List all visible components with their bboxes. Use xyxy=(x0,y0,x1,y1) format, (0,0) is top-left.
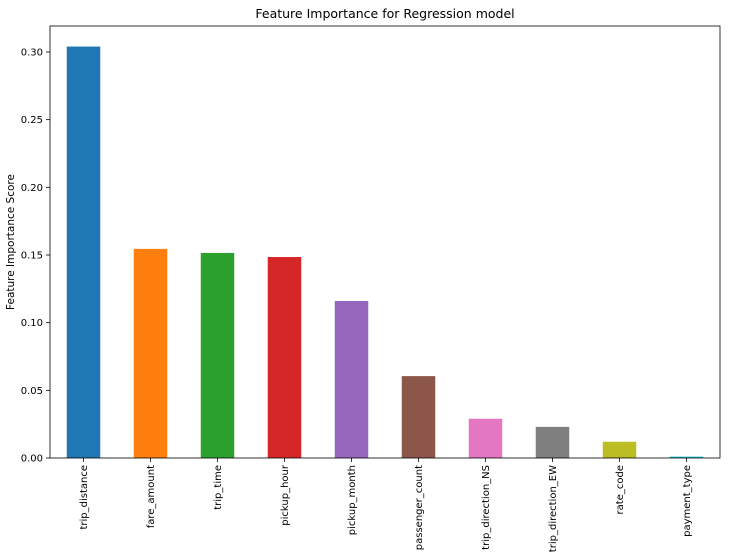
bar-fare-amount xyxy=(133,248,168,458)
x-tick-label: rate_code xyxy=(615,465,626,514)
x-tick-label: trip_distance xyxy=(79,465,90,530)
y-tick-label: 0.30 xyxy=(21,47,43,58)
plot-frame xyxy=(49,25,721,459)
chart-title: Feature Importance for Regression model xyxy=(255,6,514,21)
bar-trip-direction-EW xyxy=(535,426,570,458)
bar-payment-type xyxy=(669,456,704,458)
x-tick-label: passenger_count xyxy=(414,465,425,550)
y-tick-label: 0.00 xyxy=(21,454,43,465)
y-axis-label: Feature Importance Score xyxy=(5,174,17,310)
bar-pickup-month xyxy=(334,301,369,458)
bar-passenger-count xyxy=(401,376,436,458)
x-tick-label: trip_time xyxy=(213,465,224,510)
y-tick-label: 0.10 xyxy=(21,318,43,329)
bar-trip-distance xyxy=(66,46,101,458)
bar-pickup-hour xyxy=(267,257,302,458)
y-tick-label: 0.15 xyxy=(21,250,43,261)
x-tick-label: fare_amount xyxy=(146,465,157,528)
x-tick-label: payment_type xyxy=(682,465,693,537)
bar-trip-direction-NS xyxy=(468,418,503,458)
y-tick-label: 0.20 xyxy=(21,183,43,194)
x-tick-label: pickup_month xyxy=(347,465,358,535)
x-tick-label: pickup_hour xyxy=(280,464,291,526)
x-tick-label: trip_direction_NS xyxy=(481,465,492,550)
bar-rate-code xyxy=(602,441,637,458)
y-tick-label: 0.05 xyxy=(21,386,43,397)
plot-area: 0.00 0.05 0.10 0.15 0.20 0.25 0.30 trip_distanc… xyxy=(21,25,721,552)
bar-trip-time xyxy=(200,252,235,458)
y-tick-label: 0.25 xyxy=(21,115,43,126)
x-tick-label: trip_direction_EW xyxy=(548,465,559,552)
